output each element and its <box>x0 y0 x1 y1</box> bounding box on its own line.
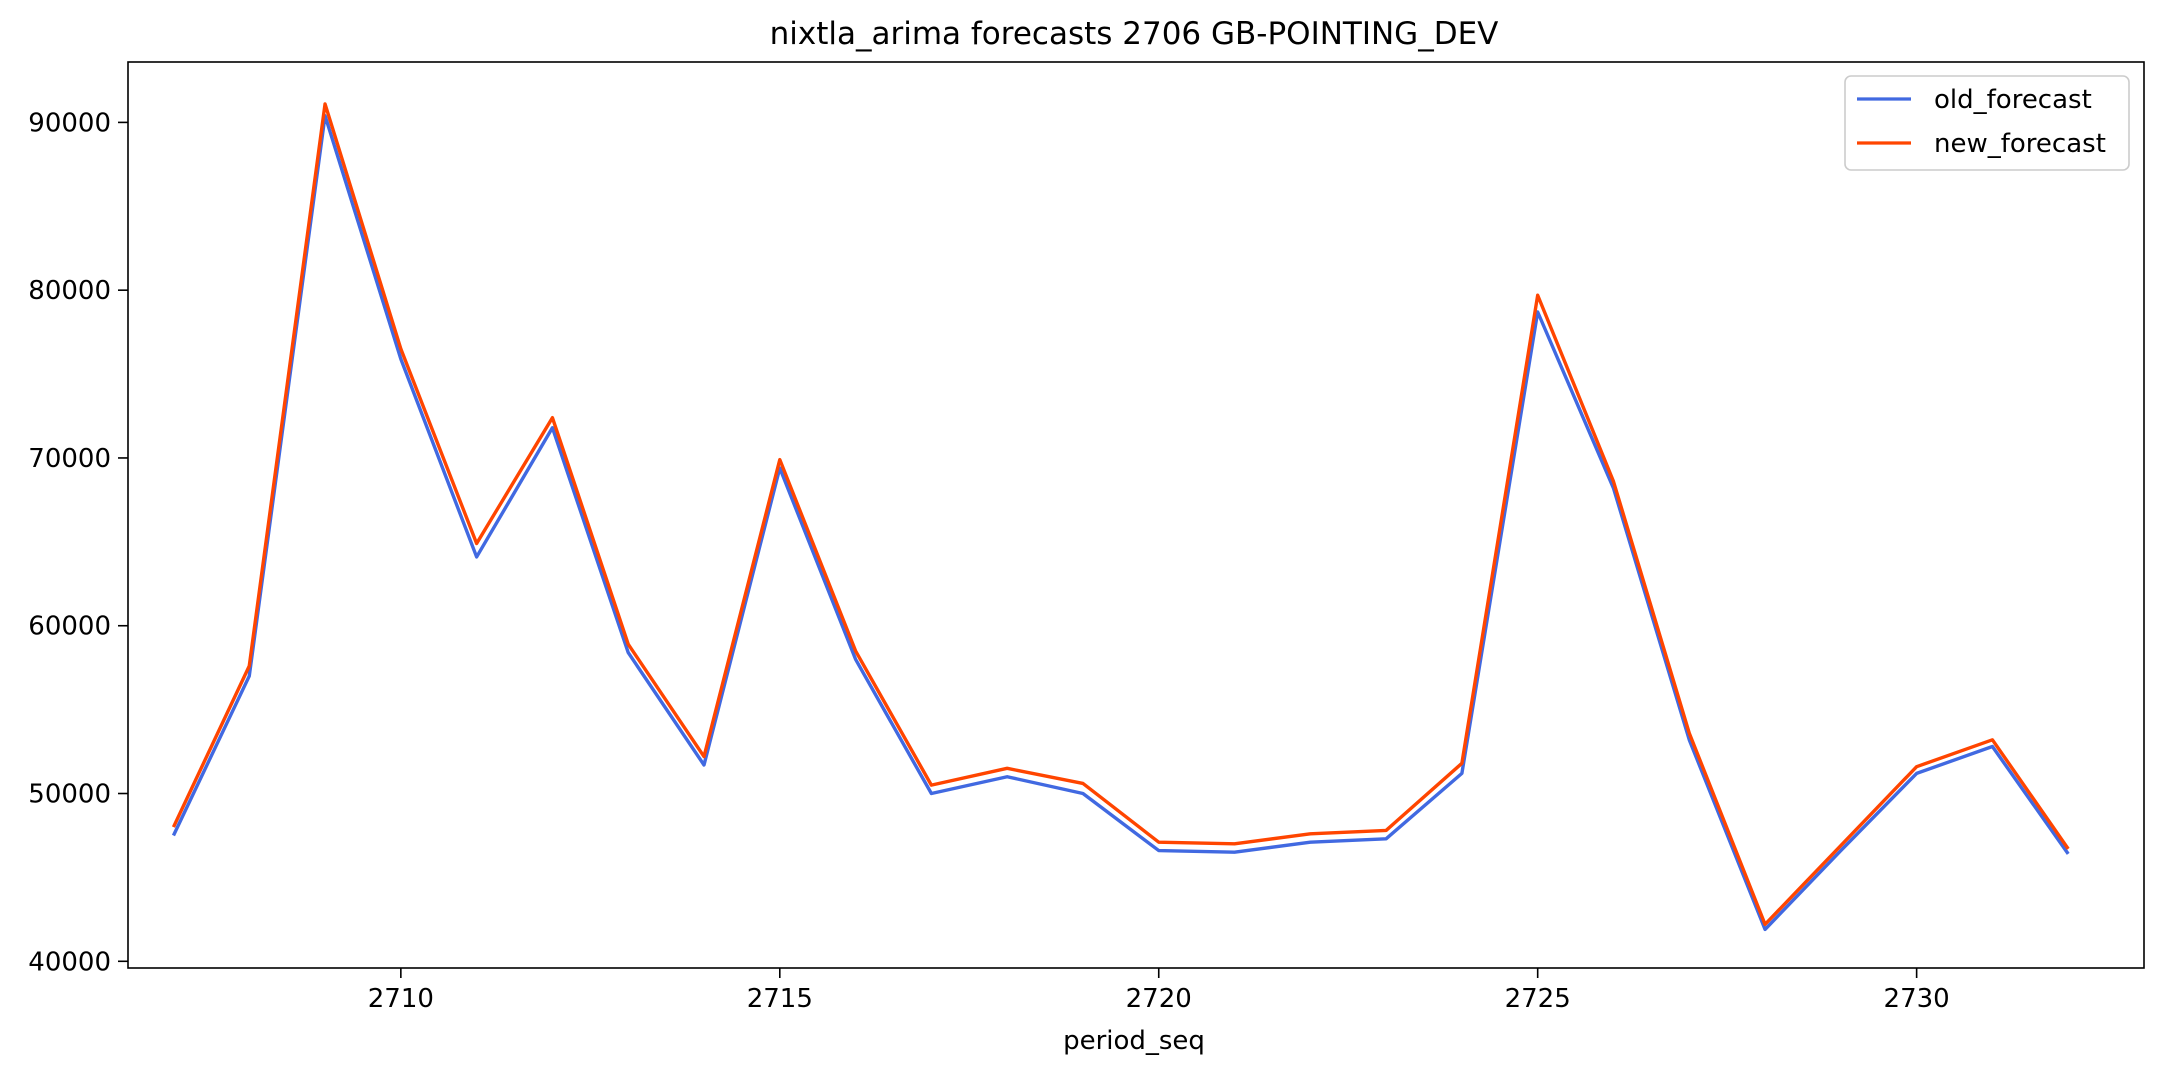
series-line-old-forecast <box>171 113 2070 932</box>
series-line-new-forecast <box>171 102 2070 927</box>
y-tick-label: 80000 <box>28 276 111 306</box>
y-tick-label: 60000 <box>28 612 111 642</box>
x-tick-label: 2725 <box>1505 984 1571 1014</box>
x-axis: 2710 2715 2720 2725 2730 <box>368 968 1950 1014</box>
x-tick-label: 2720 <box>1126 984 1192 1014</box>
legend-box <box>1844 75 2130 171</box>
x-tick-label: 2710 <box>368 984 434 1014</box>
y-tick-label: 70000 <box>28 444 111 474</box>
x-tick-label: 2715 <box>747 984 813 1014</box>
x-axis-label: period_seq <box>1063 1026 1205 1056</box>
chart-title: nixtla_arima forecasts 2706 GB-POINTING_… <box>770 16 1499 52</box>
plot-frame <box>127 61 2145 969</box>
legend: old_forecast new_forecast <box>1844 75 2130 171</box>
x-tick-label: 2730 <box>1884 984 1950 1014</box>
y-tick-label: 40000 <box>28 947 111 977</box>
series-layer <box>171 102 2070 932</box>
legend-label-new-forecast: new_forecast <box>1934 129 2106 159</box>
y-tick-label: 50000 <box>28 780 111 810</box>
y-axis: 40000 50000 60000 70000 80000 90000 <box>28 108 128 977</box>
legend-label-old-forecast: old_forecast <box>1934 85 2092 115</box>
y-tick-label: 90000 <box>28 108 111 138</box>
